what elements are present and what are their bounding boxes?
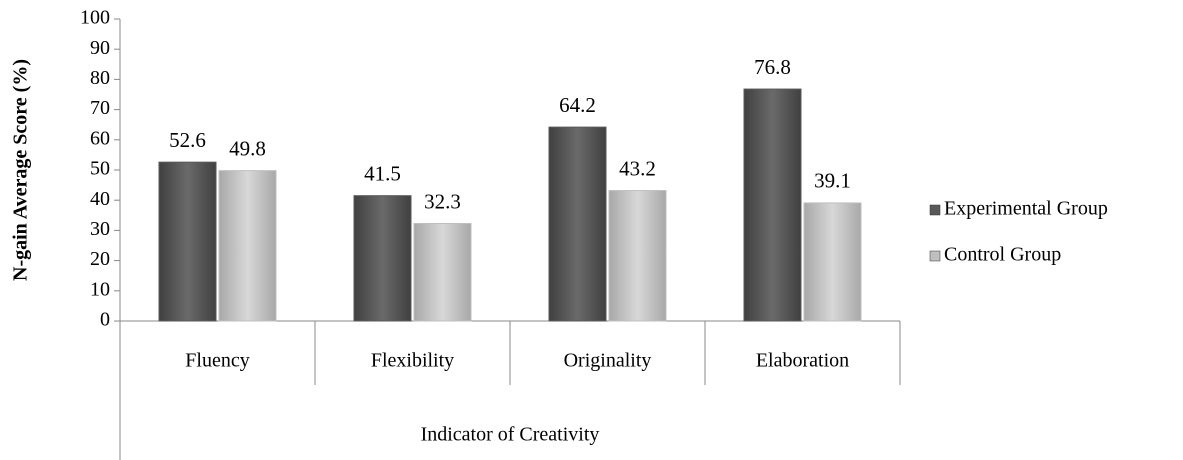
x-tick-label: Flexibility xyxy=(371,350,454,372)
y-tick-label: 70 xyxy=(90,97,110,119)
y-axis-title: N-gain Average Score (%) xyxy=(10,59,32,281)
data-label: 49.8 xyxy=(229,136,266,160)
x-tick-label: Originality xyxy=(564,350,652,372)
legend-label: Experimental Group xyxy=(944,198,1108,220)
data-label: 52.6 xyxy=(169,128,206,152)
bar xyxy=(548,126,607,322)
y-tick-label: 80 xyxy=(90,67,110,89)
y-tick-label: 10 xyxy=(90,278,110,300)
legend-swatch xyxy=(929,204,941,216)
data-label: 76.8 xyxy=(754,55,791,79)
bar xyxy=(608,190,667,322)
bar xyxy=(218,170,277,322)
y-tick-label: 0 xyxy=(100,309,110,331)
bar xyxy=(803,202,862,322)
x-tick-label: Fluency xyxy=(185,350,249,372)
bar xyxy=(158,161,217,322)
y-tick-label: 40 xyxy=(90,188,110,210)
data-label: 32.3 xyxy=(424,189,461,213)
y-tick-label: 50 xyxy=(90,158,110,180)
legend-label: Control Group xyxy=(944,244,1061,266)
bar xyxy=(353,195,412,322)
data-label: 64.2 xyxy=(559,93,596,117)
data-label: 41.5 xyxy=(364,161,401,185)
bar xyxy=(743,88,802,322)
x-tick-label: Elaboration xyxy=(756,350,849,372)
y-tick-label: 90 xyxy=(90,37,110,59)
legend-swatch xyxy=(929,250,941,262)
x-axis-title: Indicator of Creativity xyxy=(421,424,600,446)
y-tick-label: 60 xyxy=(90,127,110,149)
y-tick-label: 20 xyxy=(90,248,110,270)
y-tick-label: 30 xyxy=(90,218,110,240)
data-label: 43.2 xyxy=(619,156,656,180)
y-tick-label: 100 xyxy=(80,7,110,29)
data-label: 39.1 xyxy=(814,169,851,193)
bar xyxy=(413,222,472,322)
